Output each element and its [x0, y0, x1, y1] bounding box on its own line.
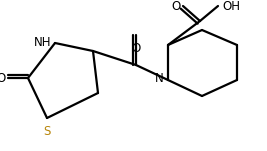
Text: NH: NH: [33, 35, 51, 48]
Text: O: O: [131, 42, 141, 55]
Text: S: S: [43, 125, 51, 138]
Text: OH: OH: [222, 0, 240, 13]
Text: O: O: [171, 0, 180, 13]
Text: N: N: [155, 72, 164, 85]
Text: O: O: [0, 72, 6, 85]
